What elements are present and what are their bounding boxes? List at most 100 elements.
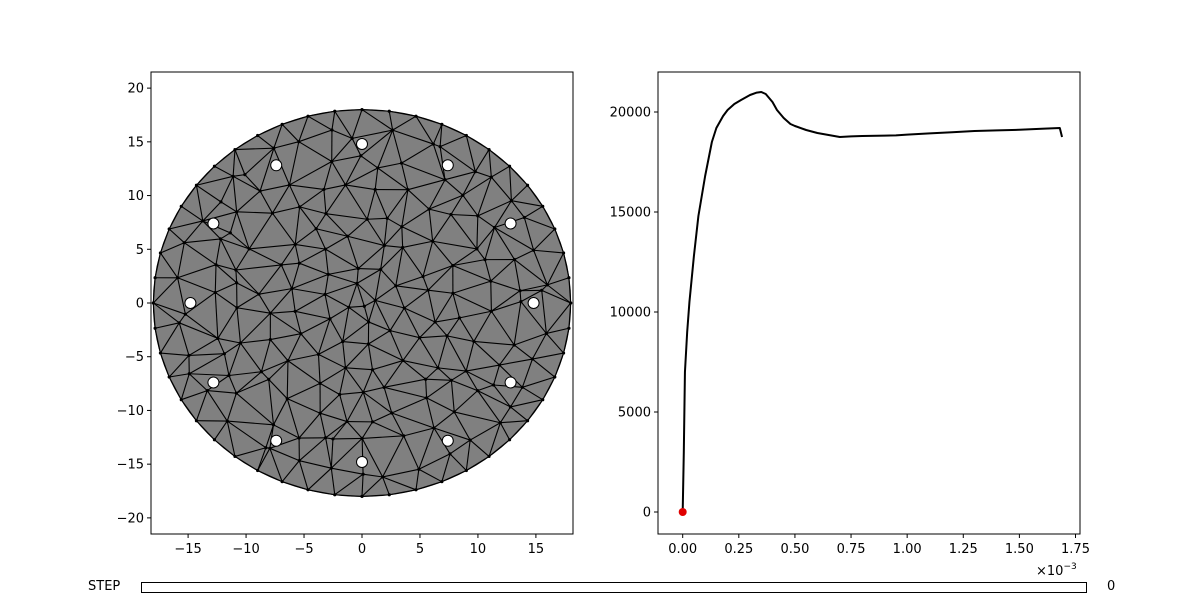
mesh-edge xyxy=(469,439,490,457)
mesh-edge xyxy=(546,252,565,286)
mesh-node xyxy=(567,276,571,280)
mesh-node xyxy=(432,426,436,430)
mesh-edge xyxy=(323,184,346,190)
mesh-edge xyxy=(466,455,490,471)
mesh-edge xyxy=(382,476,390,495)
mesh-edge xyxy=(444,179,464,196)
mesh-edge xyxy=(465,370,494,386)
mesh-edge xyxy=(294,228,317,245)
mesh-edge xyxy=(291,273,329,290)
mesh-edge xyxy=(331,161,347,186)
mesh-edge xyxy=(361,474,364,497)
mesh-edge xyxy=(232,176,238,212)
mesh-edge xyxy=(233,174,245,177)
hole-marker xyxy=(356,137,368,150)
mesh-edge xyxy=(273,398,288,426)
mesh-edge xyxy=(196,184,222,203)
mesh-edge xyxy=(476,248,486,260)
mesh-nodes xyxy=(151,108,573,498)
y-tick-label: 20 xyxy=(127,82,144,97)
hole-marker xyxy=(207,217,220,230)
mesh-node xyxy=(318,381,322,385)
mesh-node xyxy=(343,366,348,370)
mesh-edge xyxy=(383,226,403,246)
mesh-edge xyxy=(510,200,525,218)
mesh-node xyxy=(370,368,375,372)
mesh-edge xyxy=(318,353,346,369)
mesh-edge xyxy=(345,155,362,186)
mesh-node xyxy=(414,488,418,492)
mesh-edge xyxy=(521,358,533,388)
mesh-edge xyxy=(401,226,404,248)
mesh-node xyxy=(362,304,366,308)
mesh-node xyxy=(508,405,513,409)
mesh-node xyxy=(297,459,301,463)
x-tick-label: 0.75 xyxy=(837,542,866,557)
mesh-node xyxy=(194,183,199,187)
mesh-node xyxy=(464,468,468,473)
mesh-node xyxy=(212,164,217,168)
mesh-node xyxy=(297,261,301,265)
mesh-node xyxy=(286,359,290,363)
mesh-edge xyxy=(437,335,448,369)
mesh-edge xyxy=(215,238,222,265)
mesh-edge xyxy=(315,213,327,230)
mesh-edge xyxy=(332,437,363,440)
mesh-edge xyxy=(391,412,405,437)
mesh-edge xyxy=(178,322,190,356)
mesh-edge xyxy=(441,469,467,483)
mesh-node xyxy=(380,475,385,479)
mesh-node xyxy=(388,329,392,333)
mesh-edge xyxy=(270,312,302,335)
mesh-edge xyxy=(227,420,274,426)
mesh-edge xyxy=(498,344,515,366)
mesh-edge xyxy=(202,211,237,222)
mesh-edge xyxy=(188,373,208,391)
hole-marker xyxy=(527,297,540,309)
mesh-edge xyxy=(229,211,238,233)
x-tick-label: 1.25 xyxy=(949,542,978,557)
x-tick-label: −15 xyxy=(174,542,201,557)
mesh-edge xyxy=(465,341,475,372)
mesh-edge xyxy=(513,344,533,360)
mesh-node xyxy=(541,204,545,208)
mesh-edge xyxy=(195,390,208,421)
mesh-edge xyxy=(532,352,564,360)
mesh-node xyxy=(483,258,487,262)
mesh-node xyxy=(519,299,523,304)
mesh-edge xyxy=(177,277,186,315)
mesh-edge xyxy=(257,135,275,149)
mesh-edge xyxy=(235,248,250,271)
mesh-edge xyxy=(542,206,556,230)
mesh-node xyxy=(225,419,229,423)
mesh-edge xyxy=(382,468,419,478)
mesh-edge xyxy=(318,341,343,355)
mesh-edge xyxy=(523,217,535,251)
mesh-edge xyxy=(307,489,335,496)
mesh-edge xyxy=(185,292,216,315)
mesh-node xyxy=(153,326,157,330)
mesh-edge xyxy=(522,376,555,388)
mesh-edge xyxy=(228,375,237,394)
mesh-edge xyxy=(545,333,564,354)
mesh-edge xyxy=(152,302,180,324)
mesh-edge xyxy=(226,420,236,457)
mesh-node xyxy=(222,352,226,356)
mesh-edge xyxy=(392,129,403,164)
mesh-edge xyxy=(152,302,156,329)
mesh-edge xyxy=(346,391,364,422)
y-tick-label: 0 xyxy=(136,297,144,312)
mesh-edge xyxy=(180,184,197,207)
mesh-node xyxy=(540,288,544,292)
mesh-edge xyxy=(439,124,443,147)
mesh-node xyxy=(235,281,239,285)
mesh-edge xyxy=(361,109,393,131)
mesh-node xyxy=(491,383,496,387)
mesh-edge xyxy=(361,494,390,497)
mesh-edge xyxy=(180,373,190,400)
step-slider[interactable] xyxy=(141,582,1087,593)
mesh-edge xyxy=(317,318,331,355)
mesh-edge xyxy=(433,427,471,441)
mesh-node xyxy=(379,267,383,271)
mesh-edges xyxy=(152,109,572,497)
